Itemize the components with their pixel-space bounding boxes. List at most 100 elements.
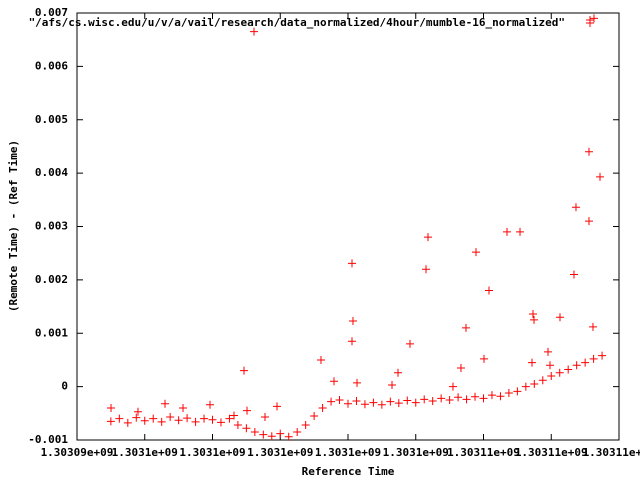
point [242, 424, 251, 433]
y-tick-label: 0.004 [35, 166, 68, 179]
point [388, 381, 397, 390]
point [445, 395, 454, 404]
point [347, 337, 356, 346]
point [353, 378, 362, 387]
point [480, 354, 489, 363]
point [422, 265, 431, 274]
point [115, 414, 124, 423]
point [530, 379, 539, 388]
point [545, 361, 554, 370]
x-tick-label: 1.3031e+09 [247, 446, 313, 459]
y-tick-label: -0.001 [28, 433, 68, 446]
y-tick-label: 0.002 [35, 273, 68, 286]
point [584, 147, 593, 156]
point [581, 358, 590, 367]
point [133, 407, 142, 416]
point [347, 259, 356, 268]
x-axis-label: Reference Time [302, 465, 395, 478]
point [462, 395, 471, 404]
point [394, 399, 403, 408]
point [327, 397, 336, 406]
x-tick-label: 1.30309e+09 [41, 446, 114, 459]
x-tick-label: 1.3031e+09 [179, 446, 245, 459]
point [590, 14, 598, 23]
legend-label: "/afs/cs.wisc.edu/u/v/a/vail/research/da… [29, 16, 565, 29]
point [496, 392, 505, 401]
point [530, 315, 539, 324]
point [284, 432, 293, 441]
point [360, 400, 369, 409]
point [521, 382, 530, 391]
point [472, 248, 481, 257]
y-axis-label: (Remote Time) - (Ref Time) [7, 140, 20, 312]
point [555, 313, 564, 322]
point [569, 270, 578, 279]
point [369, 398, 378, 407]
point [205, 400, 214, 409]
point [216, 418, 225, 427]
point [555, 368, 564, 377]
point [528, 310, 537, 319]
point [276, 429, 285, 438]
point [547, 371, 556, 380]
point [589, 354, 598, 363]
point [267, 432, 276, 441]
point [454, 393, 463, 402]
x-tick-label: 1.3031e+09 [112, 446, 178, 459]
point [132, 413, 141, 422]
point [504, 389, 513, 398]
point [166, 413, 175, 422]
point [261, 413, 270, 422]
point [106, 417, 115, 426]
y-tick-label: 0.005 [35, 113, 68, 126]
point [528, 358, 537, 367]
point [249, 27, 258, 36]
x-tick-label: 1.3031e+09 [383, 446, 449, 459]
point [484, 286, 493, 295]
point [403, 396, 412, 405]
point [161, 399, 170, 408]
point [428, 397, 437, 406]
y-tick-label: 0 [61, 380, 68, 393]
point [538, 376, 547, 385]
point [420, 395, 429, 404]
point [225, 414, 234, 423]
point [240, 366, 249, 375]
y-tick-label: 0.006 [35, 59, 68, 72]
point [233, 421, 242, 430]
point [564, 365, 573, 374]
point [437, 394, 446, 403]
point [157, 417, 166, 426]
point [572, 361, 581, 370]
point [107, 403, 116, 412]
point [456, 363, 465, 372]
legend-marker [586, 19, 594, 27]
point [123, 418, 132, 427]
point [243, 406, 252, 415]
point [411, 398, 420, 407]
point [301, 421, 310, 430]
point [471, 392, 480, 401]
point [598, 351, 607, 360]
y-tick-label: 0.001 [35, 326, 68, 339]
y-tick-label: 0.003 [35, 220, 68, 233]
point [479, 394, 488, 403]
plot-frame [76, 12, 620, 441]
point [448, 382, 457, 391]
point [330, 377, 339, 386]
point [394, 368, 402, 377]
point [250, 427, 259, 436]
point [543, 347, 552, 356]
point [424, 233, 433, 242]
point [310, 411, 319, 420]
point [571, 203, 580, 212]
point [259, 430, 268, 439]
point [487, 391, 496, 400]
point [149, 414, 158, 423]
point [344, 399, 352, 408]
point [230, 411, 239, 420]
point [317, 355, 326, 364]
point [386, 397, 395, 406]
